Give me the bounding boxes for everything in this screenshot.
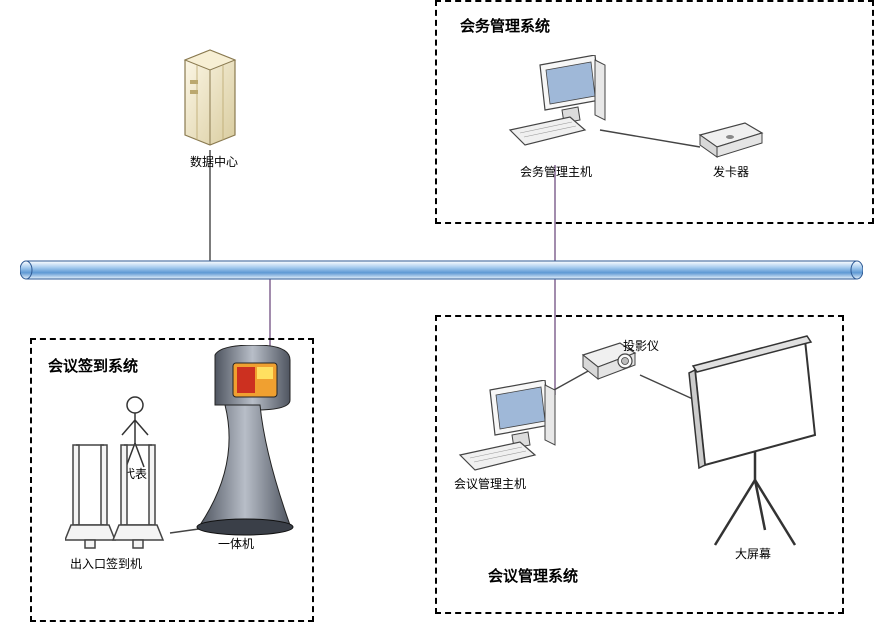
conf-host-label: 会务管理主机	[520, 163, 592, 180]
card-issuer-icon	[690, 115, 770, 168]
kiosk-label: 一体机	[218, 535, 254, 552]
network-bus	[20, 260, 863, 280]
meet-mgmt-title: 会议管理系统	[488, 565, 578, 586]
checkin-title: 会议签到系统	[48, 355, 138, 376]
datacenter-label: 数据中心	[190, 153, 238, 170]
screen-label: 大屏幕	[735, 545, 771, 562]
conf-host-icon	[500, 55, 610, 158]
diagram-canvas: { "type": "network", "background_color":…	[0, 0, 883, 634]
gate-icon	[65, 440, 175, 563]
meet-host-icon	[450, 380, 560, 483]
meet-host-label: 会议管理主机	[454, 475, 526, 492]
conf-mgmt-title: 会务管理系统	[460, 15, 550, 36]
datacenter-icon	[175, 40, 245, 153]
projector-label: 投影仪	[623, 337, 659, 354]
kiosk-icon	[195, 345, 305, 548]
gate-label: 出入口签到机	[70, 555, 142, 572]
card-issuer-label: 发卡器	[713, 163, 749, 180]
screen-icon	[665, 330, 825, 563]
